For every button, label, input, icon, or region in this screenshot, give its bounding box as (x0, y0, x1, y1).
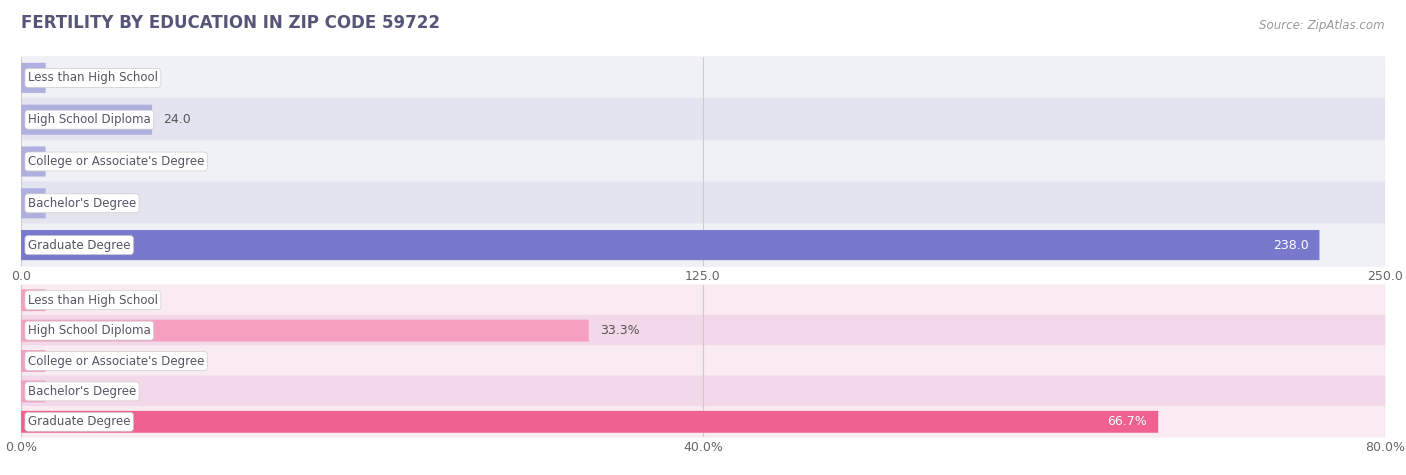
Text: College or Associate's Degree: College or Associate's Degree (28, 354, 204, 368)
Text: High School Diploma: High School Diploma (28, 113, 150, 126)
Text: 66.7%: 66.7% (1108, 415, 1147, 428)
Text: Source: ZipAtlas.com: Source: ZipAtlas.com (1260, 19, 1385, 32)
Text: Bachelor's Degree: Bachelor's Degree (28, 197, 136, 210)
Text: Graduate Degree: Graduate Degree (28, 238, 131, 252)
FancyBboxPatch shape (21, 146, 45, 177)
FancyBboxPatch shape (21, 345, 1385, 377)
Text: High School Diploma: High School Diploma (28, 324, 150, 337)
FancyBboxPatch shape (21, 181, 1385, 225)
Text: Less than High School: Less than High School (28, 71, 157, 85)
FancyBboxPatch shape (21, 350, 45, 372)
FancyBboxPatch shape (21, 63, 45, 93)
FancyBboxPatch shape (21, 320, 589, 342)
FancyBboxPatch shape (21, 104, 152, 135)
FancyBboxPatch shape (21, 406, 1385, 437)
Text: 0.0%: 0.0% (56, 385, 89, 398)
Text: 0.0%: 0.0% (56, 294, 89, 307)
Text: 0.0: 0.0 (56, 155, 76, 168)
FancyBboxPatch shape (21, 223, 1385, 267)
Text: Less than High School: Less than High School (28, 294, 157, 307)
Text: FERTILITY BY EDUCATION IN ZIP CODE 59722: FERTILITY BY EDUCATION IN ZIP CODE 59722 (21, 14, 440, 32)
FancyBboxPatch shape (21, 315, 1385, 346)
FancyBboxPatch shape (21, 289, 45, 311)
Text: 238.0: 238.0 (1272, 238, 1309, 252)
FancyBboxPatch shape (21, 411, 1159, 433)
Text: 0.0%: 0.0% (56, 354, 89, 368)
FancyBboxPatch shape (21, 230, 1319, 260)
Text: Bachelor's Degree: Bachelor's Degree (28, 385, 136, 398)
Text: 24.0: 24.0 (163, 113, 191, 126)
Text: 33.3%: 33.3% (600, 324, 640, 337)
Text: 0.0: 0.0 (56, 197, 76, 210)
FancyBboxPatch shape (21, 285, 1385, 316)
FancyBboxPatch shape (21, 376, 1385, 407)
FancyBboxPatch shape (21, 188, 45, 219)
FancyBboxPatch shape (21, 56, 1385, 100)
Text: Graduate Degree: Graduate Degree (28, 415, 131, 428)
FancyBboxPatch shape (21, 140, 1385, 183)
FancyBboxPatch shape (21, 380, 45, 402)
Text: College or Associate's Degree: College or Associate's Degree (28, 155, 204, 168)
Text: 0.0: 0.0 (56, 71, 76, 85)
FancyBboxPatch shape (21, 98, 1385, 142)
